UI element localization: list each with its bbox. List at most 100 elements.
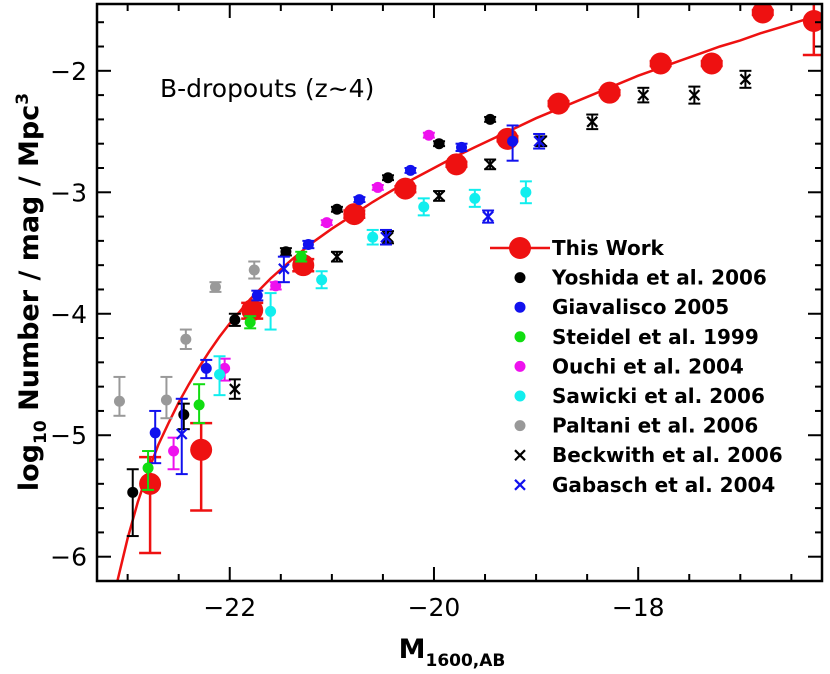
data-point (482, 210, 494, 223)
plot-frame (95, 2, 824, 583)
data-point (469, 192, 481, 204)
data-point (321, 217, 333, 229)
error-bar (190, 421, 213, 512)
annotation-label: B-dropouts (z~4) (160, 74, 374, 103)
data-point-stroke (331, 250, 343, 263)
data-point (586, 116, 599, 128)
legend-marker (514, 479, 526, 491)
data-point (175, 428, 188, 440)
legend-label: Steidel et al. 1999 (552, 325, 759, 349)
data-point (295, 251, 307, 263)
legend-label: Sawicki et al. 2006 (552, 384, 765, 408)
data-point (331, 203, 343, 215)
legend-marker (514, 449, 526, 461)
data-point (214, 368, 226, 380)
data-point (533, 135, 545, 148)
data-point (382, 231, 394, 244)
data-point (394, 177, 417, 200)
data-point-stroke (688, 89, 701, 101)
data-point-stroke (484, 158, 496, 171)
data-point (180, 333, 192, 345)
data-point (302, 239, 314, 251)
legend-marker (509, 237, 531, 259)
x-tick-label: −20 (408, 593, 461, 622)
legend-item: Paltani et al. 2006 (514, 414, 758, 438)
ticks-layer: −22 −20 −18 −6 −5 −4 −3 −2 (50, 4, 822, 622)
data-point-stroke (637, 89, 650, 101)
legend-label: Ouchi et al. 2004 (552, 354, 744, 378)
data-point (331, 250, 343, 263)
data-point-stroke (535, 135, 547, 148)
data-point (265, 305, 277, 317)
data-point-stroke (278, 263, 290, 275)
legend-marker (514, 272, 526, 284)
legend-item: This Work (490, 236, 665, 260)
legend-item: Ouchi et al. 2004 (514, 354, 744, 378)
data-point (142, 462, 154, 474)
data-point (418, 201, 430, 213)
legend-marker (514, 331, 526, 343)
data-point (190, 438, 213, 461)
legend-marker (514, 420, 526, 432)
data-point (367, 231, 379, 243)
data-point (248, 264, 260, 276)
legend-marker-stroke (514, 479, 526, 491)
legend-marker (514, 360, 526, 372)
data-point-stroke (433, 190, 445, 202)
legend-label: Yoshida et al. 2006 (551, 266, 767, 290)
data-point (382, 172, 394, 184)
data-point (520, 186, 532, 198)
data-point (739, 73, 752, 86)
legend-label: This Work (552, 236, 665, 260)
data-point (484, 158, 496, 171)
data-point-stroke (586, 116, 599, 128)
legend-label: Gabasch et al. 2004 (552, 473, 775, 497)
data-point (433, 138, 445, 150)
legend-label: Beckwith et al. 2006 (552, 443, 783, 467)
data-point (404, 164, 416, 176)
data-point (535, 135, 547, 148)
data-point (372, 181, 384, 193)
legend-marker-stroke (514, 449, 526, 461)
data-point (200, 362, 212, 374)
data-point (598, 81, 621, 104)
legend: This Work Yoshida et al. 2006 Giavalisco 2… (490, 236, 783, 497)
data-point (113, 395, 125, 407)
data-point (229, 314, 241, 326)
data-point (193, 399, 205, 411)
x-tick-label: −18 (612, 593, 665, 622)
data-point-stroke (482, 210, 494, 223)
legend-item: Gabasch et al. 2004 (514, 473, 775, 497)
legend-item: Steidel et al. 1999 (514, 325, 759, 349)
data-point (316, 274, 328, 286)
data-point (751, 4, 774, 24)
data-points-layer (113, 4, 822, 555)
data-point (456, 141, 468, 153)
data-point (423, 129, 435, 141)
data-point (637, 89, 650, 101)
data-point (160, 394, 172, 406)
legend-item: Sawicki et al. 2006 (514, 384, 765, 408)
y-tick-label: −4 (50, 300, 87, 329)
data-point (278, 263, 290, 275)
data-point (168, 445, 180, 457)
y-tick-label: −2 (50, 57, 87, 86)
data-point (433, 190, 445, 202)
data-point-stroke (533, 135, 545, 148)
legend-item: Beckwith et al. 2006 (514, 443, 783, 467)
legend-marker (514, 301, 526, 313)
data-point (649, 52, 672, 75)
error-bar (126, 468, 139, 538)
legend-marker (514, 390, 526, 402)
legend-item: Giavalisco 2005 (514, 295, 729, 319)
data-point (244, 316, 256, 328)
y-tick-label: −6 (50, 543, 87, 572)
data-point (700, 52, 723, 75)
data-point (251, 290, 263, 302)
data-point (280, 246, 292, 258)
data-point (688, 89, 701, 101)
data-point (380, 231, 392, 244)
y-axis-title: log10 Number / mag / Mpc3 (13, 93, 51, 491)
y-tick-label: −5 (50, 421, 87, 450)
